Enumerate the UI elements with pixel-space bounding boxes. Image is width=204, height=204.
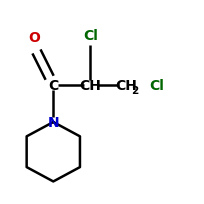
Text: Cl: Cl [149,79,163,93]
Text: O: O [28,31,40,45]
Text: C: C [48,79,58,93]
Text: CH: CH [79,79,101,93]
Text: 2: 2 [130,86,137,96]
Text: Cl: Cl [82,29,97,43]
Text: CH: CH [115,79,136,93]
Text: N: N [47,115,59,129]
